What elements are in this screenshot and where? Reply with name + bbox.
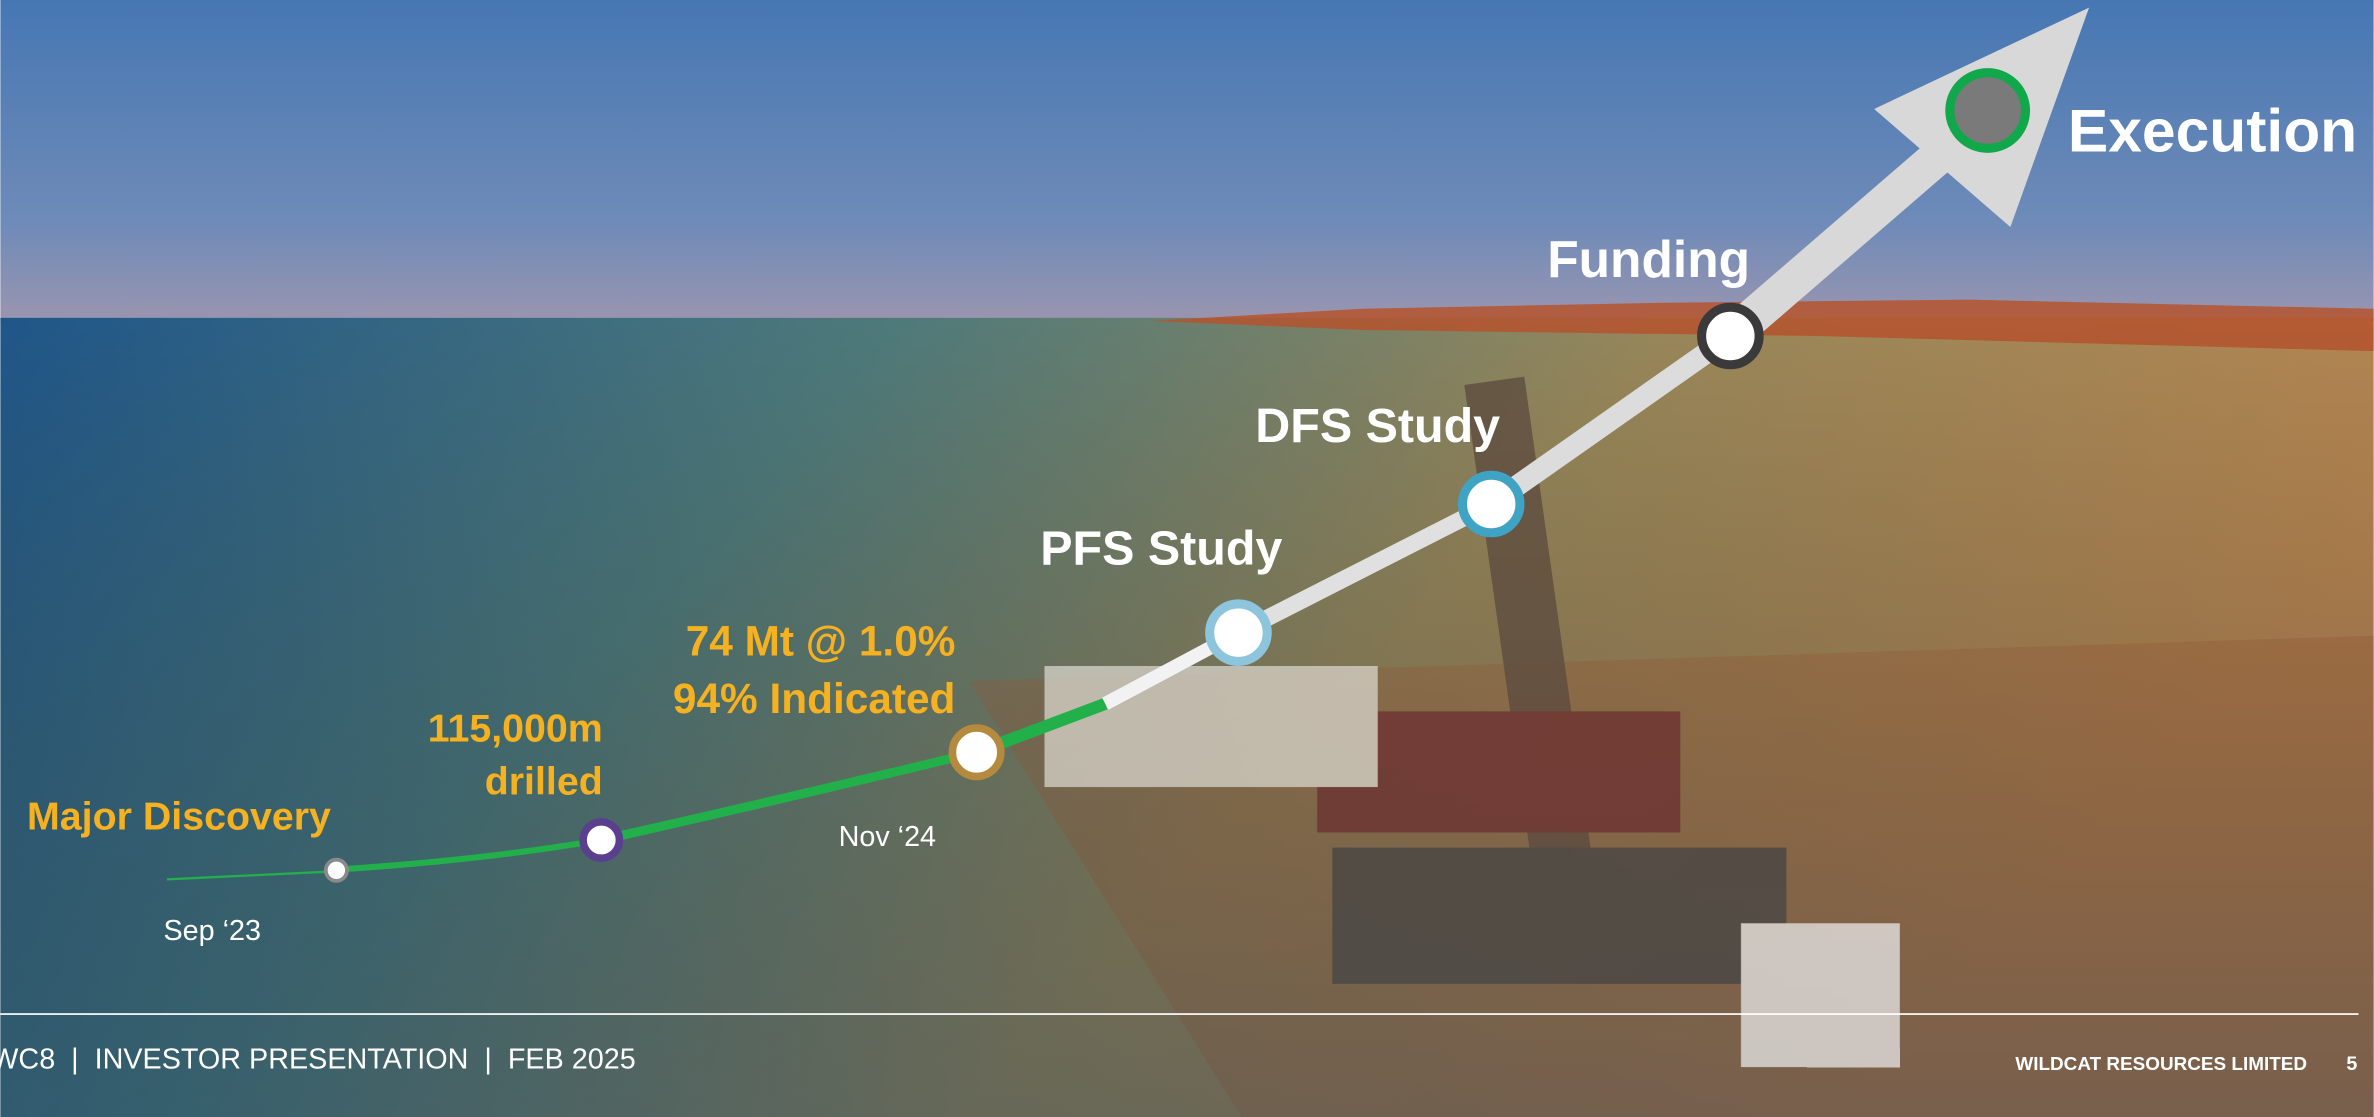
milestone-dot [948,724,1005,781]
milestone-label: PFS Study [1040,522,1282,576]
milestone-dot [1697,302,1764,370]
milestone-label: DFS Study [1255,399,1500,453]
timeline [166,7,2090,883]
timeline-start [166,870,326,881]
milestone-dot [1457,470,1525,538]
milestone-label: Execution [2068,96,2357,164]
milestone-dot [579,818,624,862]
milestone-label: Major Discovery [27,794,331,838]
milestone-label: 74 Mt @ 1.0% [686,617,956,664]
footer-company: WILDCAT RESOURCES LIMITED [2015,1054,2307,1075]
milestone-dot [1945,68,2031,153]
timeline-segment [348,837,602,872]
milestone-dot [323,857,349,883]
milestone-label: 115,000m [428,707,603,751]
timeline-segment [1234,496,1495,641]
timeline-arrow-shaft [1718,130,1965,350]
milestone-date: Nov ‘24 [839,821,936,853]
footer-page: 5 [2346,1053,2357,1075]
milestone-label: 94% Indicated [673,675,955,722]
milestone-label: drilled [485,760,603,804]
milestone-labels: Major Discovery 115,000m drilled 74 Mt @… [27,96,2357,838]
milestone-dot [1205,599,1272,666]
footer-left: WC8 | INVESTOR PRESENTATION | FEB 2025 [0,1044,636,1076]
milestone-label: Funding [1547,230,1750,288]
timeline-segment [1485,327,1737,513]
milestone-date: Sep ‘23 [164,915,262,947]
timeline-segment [600,747,978,845]
